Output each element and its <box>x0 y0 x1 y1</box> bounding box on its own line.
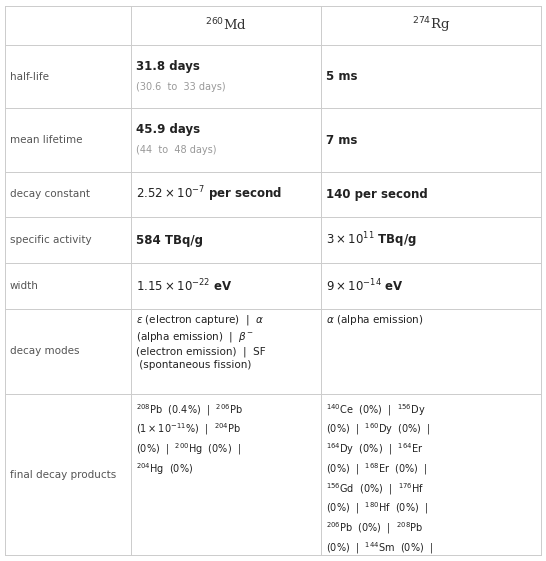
Text: $9\times10^{-14}$ eV: $9\times10^{-14}$ eV <box>325 278 403 294</box>
Text: (44  to  48 days): (44 to 48 days) <box>135 145 216 155</box>
Text: 584 TBq/g: 584 TBq/g <box>135 233 203 247</box>
Text: $\alpha$ (alpha emission): $\alpha$ (alpha emission) <box>325 313 423 327</box>
Text: 7 ms: 7 ms <box>325 134 357 146</box>
Text: $^{140}$Ce  (0%)  |  $^{156}$Dy
(0%)  |  $^{160}$Dy  (0%)  |
$^{164}$Dy  (0%)  |: $^{140}$Ce (0%) | $^{156}$Dy (0%) | $^{1… <box>325 402 433 561</box>
Text: width: width <box>10 280 39 291</box>
Text: final decay products: final decay products <box>10 470 116 480</box>
Text: $^{208}$Pb  (0.4%)  |  $^{206}$Pb
$(1\times10^{-11}$%)  |  $^{204}$Pb
(0%)  |  $: $^{208}$Pb (0.4%) | $^{206}$Pb $(1\times… <box>135 402 242 477</box>
Text: decay constant: decay constant <box>10 190 90 200</box>
Text: (30.6  to  33 days): (30.6 to 33 days) <box>135 82 225 92</box>
Text: $1.15\times10^{-22}$ eV: $1.15\times10^{-22}$ eV <box>135 278 232 294</box>
Text: 31.8 days: 31.8 days <box>135 60 199 73</box>
Text: 5 ms: 5 ms <box>325 70 357 83</box>
Text: $^{274}$Rg: $^{274}$Rg <box>412 16 450 35</box>
Text: $\epsilon$ (electron capture)  |  $\alpha$
(alpha emission)  |  $\beta^{-}$
(ele: $\epsilon$ (electron capture) | $\alpha$… <box>135 313 265 370</box>
Text: half-life: half-life <box>10 72 49 82</box>
Text: 45.9 days: 45.9 days <box>135 123 200 136</box>
Text: $3\times10^{11}$ TBq/g: $3\times10^{11}$ TBq/g <box>325 231 417 250</box>
Text: 140 per second: 140 per second <box>325 188 428 201</box>
Text: decay modes: decay modes <box>10 346 79 356</box>
Text: $^{260}$Md: $^{260}$Md <box>205 17 247 34</box>
Text: mean lifetime: mean lifetime <box>10 135 82 145</box>
Text: specific activity: specific activity <box>10 235 91 245</box>
Text: $2.52\times10^{-7}$ per second: $2.52\times10^{-7}$ per second <box>135 185 282 204</box>
